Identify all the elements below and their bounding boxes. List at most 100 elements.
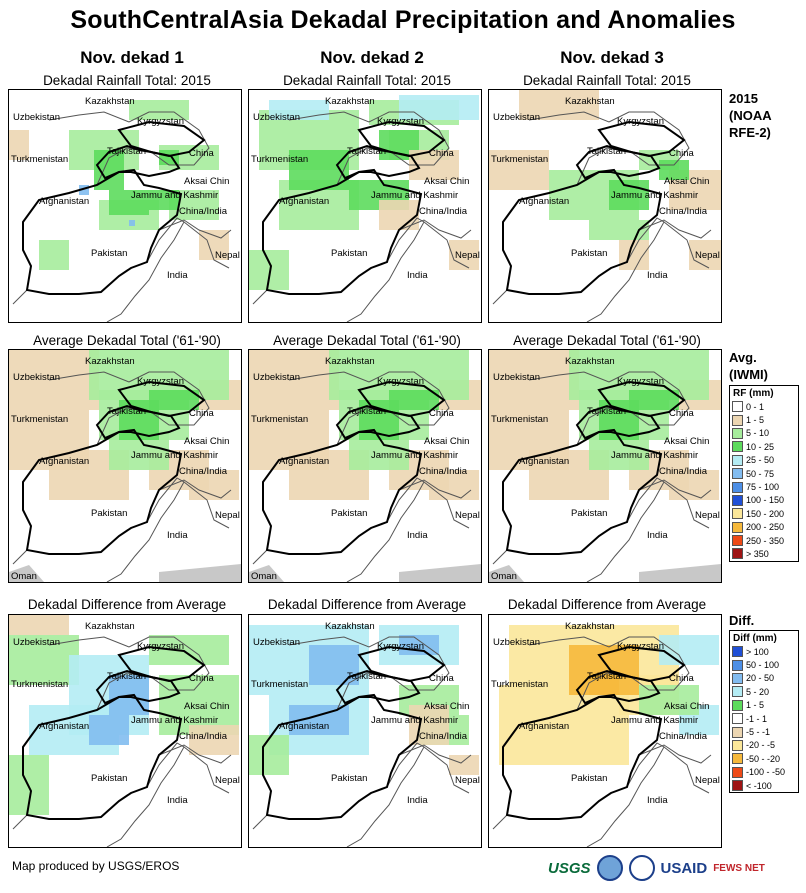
highlighted-country-border [502, 693, 663, 820]
place-label-afghanistan: Afghanistan [519, 196, 569, 207]
place-label-afghanistan: Afghanistan [279, 456, 329, 467]
legend-swatch [732, 414, 743, 426]
place-label-afghanistan: Afghanistan [279, 721, 329, 732]
legend-swatch [732, 481, 743, 493]
map-rainfall-dekad-3: Kazakhstan Uzbekistan Kyrgyzstan Tajikistan… [488, 89, 722, 323]
place-label-pakistan: Pakistan [331, 773, 367, 784]
place-label-kyrgyzstan: Kyrgyzstan [377, 116, 424, 127]
place-label-turkmenistan: Turkmenistan [251, 414, 308, 425]
highlighted-country-border [597, 645, 686, 683]
average-label-3: Average Dekadal Total ('61-'90) [513, 333, 701, 348]
map-difference-dekad-3: Kazakhstan Uzbekistan Kyrgyzstan Tajikistan… [488, 614, 722, 848]
place-label-uzbekistan: Uzbekistan [13, 372, 60, 383]
legend-label: -20 - -5 [746, 740, 776, 751]
avg-legend-item: > 350 [730, 547, 798, 560]
rfe-legend-line: 2015 [729, 91, 758, 106]
legend-label: -5 - -1 [746, 727, 771, 738]
highlighted-country-border [575, 669, 661, 705]
legend-swatch [732, 659, 743, 671]
place-label-jammu: Jammu and Kashmir [131, 715, 218, 726]
place-label-turkmenistan: Turkmenistan [11, 414, 68, 425]
legend-swatch [732, 494, 743, 506]
place-label-india: India [167, 270, 188, 281]
precip-patch [9, 615, 69, 635]
map-average-dekad-2: Kazakhstan Uzbekistan Kyrgyzstan Tajikistan… [248, 349, 482, 583]
legend-swatch [732, 699, 743, 711]
place-label-china-india: China/India [659, 206, 708, 217]
legend-swatch [732, 454, 743, 466]
place-label-uzbekistan: Uzbekistan [253, 372, 300, 383]
place-label-tajikistan: Tajikistan [107, 146, 146, 157]
place-label-india: India [647, 270, 668, 281]
dekad-2-heading: Nov. dekad 2 [320, 48, 424, 67]
place-label-uzbekistan: Uzbekistan [253, 637, 300, 648]
precip-patch [589, 675, 619, 695]
legend-swatch [732, 427, 743, 439]
legend-swatch [732, 401, 743, 413]
highlighted-country-border [95, 669, 181, 705]
place-label-india: India [647, 795, 668, 806]
highlighted-country-border [262, 168, 423, 295]
legend-label: 5 - 10 [746, 428, 770, 439]
diff-legend-item: -50 - -20 [730, 752, 798, 765]
highlighted-country-border [357, 380, 446, 418]
difference-label-1: Dekadal Difference from Average [27, 597, 227, 612]
highlighted-country-border [357, 645, 446, 683]
place-label-china-india: China/India [179, 466, 228, 477]
place-label-nepal: Nepal [215, 775, 240, 786]
rfe-legend-line: RFE-2) [729, 125, 771, 140]
map-svg: Kazakhstan Uzbekistan Kyrgyzstan Tajikistan… [249, 95, 480, 322]
diff-legend-item: < -100 [730, 779, 798, 792]
legend-label: 100 - 150 [746, 495, 785, 506]
country-border [638, 479, 712, 529]
legend-label: 0 - 1 [746, 401, 765, 412]
place-label-nepal: Nepal [695, 250, 720, 261]
highlighted-country-border [597, 120, 686, 158]
legend-label: < -100 [746, 780, 772, 791]
place-label-kazakhstan: Kazakhstan [325, 96, 375, 107]
place-label-afghanistan: Afghanistan [519, 721, 569, 732]
legend-swatch [732, 780, 743, 792]
legend-label: 200 - 250 [746, 522, 785, 533]
place-label-china: China [429, 148, 455, 159]
dekad-3-heading: Nov. dekad 3 [560, 48, 664, 67]
place-label-turkmenistan: Turkmenistan [11, 679, 68, 690]
precip-patch [89, 715, 129, 745]
place-label-aksai-chin: Aksai Chin [184, 436, 229, 447]
place-label-afghanistan: Afghanistan [39, 456, 89, 467]
place-label-aksai-chin: Aksai Chin [424, 176, 469, 187]
place-label-nepal: Nepal [695, 510, 720, 521]
place-label-kyrgyzstan: Kyrgyzstan [137, 116, 184, 127]
place-label-pakistan: Pakistan [331, 508, 367, 519]
precip-patch [189, 725, 239, 755]
rfe-legend-title: 2015 (NOAA RFE-2) [729, 90, 772, 141]
place-label-uzbekistan: Uzbekistan [493, 637, 540, 648]
legend-label: > 100 [746, 646, 769, 657]
avg-legend-item: 75 - 100 [730, 480, 798, 493]
avg-legend-item: 0 - 1 [730, 400, 798, 413]
place-label-india: India [407, 795, 428, 806]
usaid-logo: USAID [660, 859, 708, 877]
difference-label-3: Dekadal Difference from Average [507, 597, 707, 612]
highlighted-country-border [502, 428, 663, 555]
place-label-india: India [407, 530, 428, 541]
precip-patch [309, 645, 359, 685]
avg-legend-item: 150 - 200 [730, 507, 798, 520]
legend-swatch [732, 535, 743, 547]
noaa-logo-icon [596, 855, 623, 881]
legend-swatch [732, 739, 743, 751]
legend-label: 1 - 5 [746, 700, 765, 711]
place-label-uzbekistan: Uzbekistan [13, 112, 60, 123]
footer-credit: Map produced by USGS/EROS [12, 859, 180, 873]
rainfall-label-1: Dekadal Rainfall Total: 2015 [43, 73, 211, 88]
place-label-kyrgyzstan: Kyrgyzstan [377, 376, 424, 387]
legend-swatch [732, 548, 743, 560]
country-border [638, 219, 712, 269]
sea-area [639, 564, 721, 582]
place-label-aksai-chin: Aksai Chin [424, 701, 469, 712]
place-label-nepal: Nepal [455, 775, 480, 786]
place-label-china: China [669, 148, 695, 159]
place-label-china: China [429, 673, 455, 684]
sea-area [399, 564, 481, 582]
place-label-china-india: China/India [419, 731, 468, 742]
